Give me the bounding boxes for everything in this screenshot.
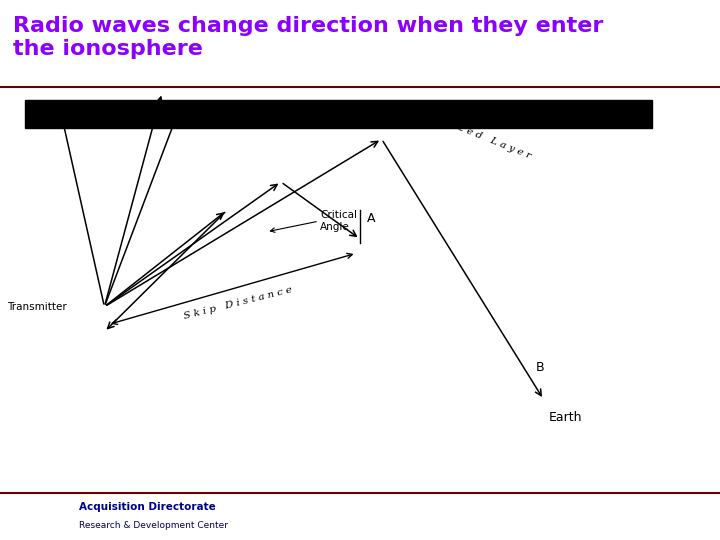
Text: Radio waves change direction when they enter
the ionosphere: Radio waves change direction when they e… <box>13 16 603 59</box>
Text: Acquisition Directorate: Acquisition Directorate <box>79 502 216 512</box>
Text: B: B <box>536 361 544 374</box>
Text: Critical
Angle: Critical Angle <box>320 210 357 232</box>
Text: I o n i z e d   L a y e r: I o n i z e d L a y e r <box>426 111 532 160</box>
Text: Research & Development Center: Research & Development Center <box>79 521 228 530</box>
Text: A: A <box>366 212 375 226</box>
Text: S k i p   D i s t a n c e: S k i p D i s t a n c e <box>182 285 293 321</box>
Text: Earth: Earth <box>549 411 582 424</box>
Text: Transmitter: Transmitter <box>7 302 67 312</box>
Bar <box>25 100 652 129</box>
